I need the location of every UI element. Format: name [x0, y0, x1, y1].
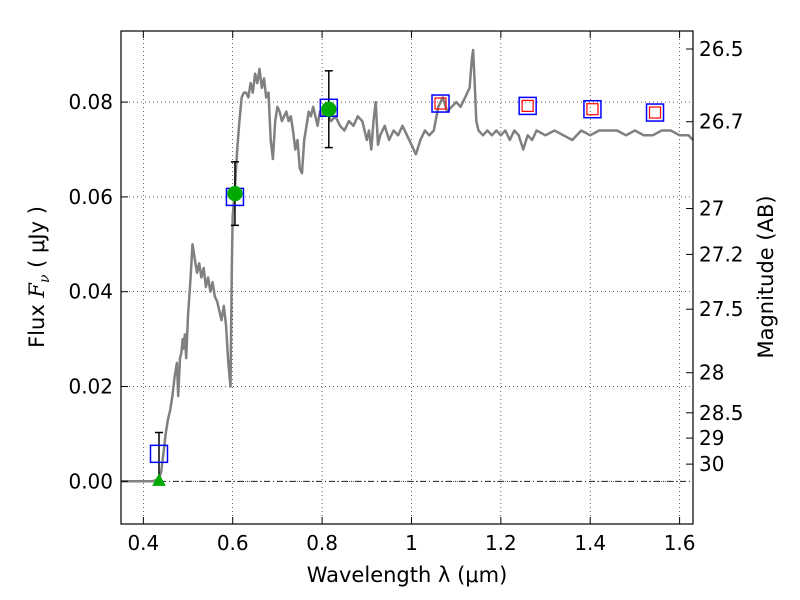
y-tick-label: 0.08 [68, 90, 113, 114]
x-tick-label: 0.8 [306, 531, 338, 555]
y2-tick-label: 28 [699, 361, 724, 385]
y2-tick-label: 26.5 [699, 37, 744, 61]
blue-square-marker [645, 103, 665, 122]
y-tick-label: 0.00 [68, 469, 113, 493]
red-square-marker [434, 97, 447, 110]
data-layer [121, 48, 694, 486]
y2-tick-label: 28.5 [699, 401, 744, 425]
y-axis-label-prefix: Flux [25, 298, 49, 348]
red-square-marker [586, 103, 599, 116]
y-tick-label: 0.02 [68, 375, 113, 399]
y-axis-label: Flux Fν ( μJy ) [25, 206, 53, 348]
blue-square-marker [431, 94, 450, 113]
x-tick-label: 1.6 [664, 531, 696, 555]
y2-axis-label: Magnitude (AB) [754, 195, 778, 358]
x-tick-label: 1 [405, 531, 418, 555]
y2-tick-label: 27.5 [699, 297, 744, 321]
x-tick-label: 0.4 [127, 531, 159, 555]
y-axis-label-suffix: ( μJy ) [25, 206, 49, 274]
red-square-marker [521, 99, 534, 112]
x-tick-label: 1.4 [574, 531, 606, 555]
grid [121, 31, 693, 524]
y-tick-label: 0.06 [68, 185, 113, 209]
y2-tick-label: 26.7 [699, 110, 744, 134]
x-axis-label: Wavelength λ (μm) [307, 563, 508, 587]
green-circle-marker [321, 101, 337, 117]
y-axis-label-symbol: F [25, 282, 49, 299]
y-axis-label-subscript: ν [37, 274, 53, 283]
red-square-marker [648, 106, 662, 119]
x-tick-label: 0.6 [217, 531, 249, 555]
green-circle-marker [227, 185, 243, 202]
plot-frame [120, 30, 694, 525]
blue-square-marker [583, 99, 602, 119]
tick-layer: 0.4 0.6 0.8 1 1.2 1.4 1.6 0.00 0.02 0.04 0.06 0.08 2… [68, 31, 744, 555]
y2-tick-label: 27 [699, 197, 724, 221]
x-tick-label: 1.2 [485, 531, 517, 555]
blue-square-marker [518, 96, 537, 116]
y2-tick-label: 30 [699, 452, 724, 476]
blue-square-marker [149, 444, 169, 464]
y2-tick-label: 27.2 [699, 242, 744, 266]
y-tick-label: 0.04 [68, 280, 113, 304]
y2-tick-label: 29 [699, 426, 724, 450]
model-spectrum-line [121, 48, 694, 483]
green-triangle-marker [152, 473, 166, 486]
